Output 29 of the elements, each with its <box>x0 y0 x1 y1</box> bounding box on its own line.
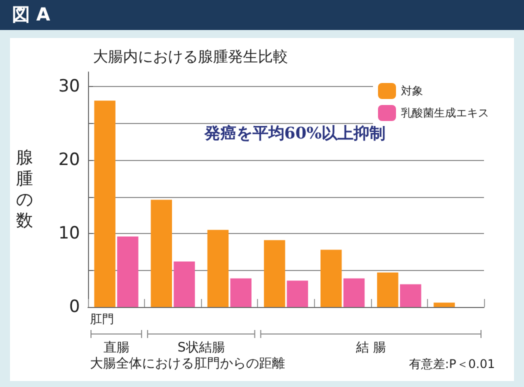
bar <box>117 236 138 307</box>
y-tick-label: 30 <box>58 76 80 97</box>
y-axis-title: 腺腫の数 <box>16 148 33 231</box>
y-tick-label: 20 <box>58 150 80 170</box>
text: S状結腸 <box>178 340 225 356</box>
bar <box>174 261 195 307</box>
bar <box>434 302 455 307</box>
text: 肛門 <box>90 312 114 326</box>
bar <box>320 250 342 307</box>
bar <box>94 100 116 307</box>
x-axis-title: 大腸全体における肛門からの距離 <box>90 356 285 372</box>
y-tick-label: 0 <box>69 297 80 317</box>
bar <box>400 284 422 307</box>
bar <box>150 200 172 307</box>
annotation: 発癌を平均60%以上抑制 <box>203 124 386 142</box>
text: 直腸 <box>103 340 130 356</box>
text: 結 腸 <box>354 340 386 356</box>
legend-label: 乳酸菌生成エキス <box>401 106 489 120</box>
chart-title: 大腸内における腺腫発生比較 <box>93 48 288 66</box>
text: 有意差:P＜0.01 <box>409 357 495 371</box>
text: 図 A <box>12 4 50 26</box>
bar <box>286 280 308 307</box>
bar <box>230 278 252 307</box>
bar <box>343 278 365 307</box>
bar <box>207 230 229 307</box>
legend-label: 対象 <box>401 84 423 98</box>
bar <box>377 272 398 307</box>
y-tick-label: 10 <box>58 224 80 244</box>
bar <box>264 240 286 307</box>
